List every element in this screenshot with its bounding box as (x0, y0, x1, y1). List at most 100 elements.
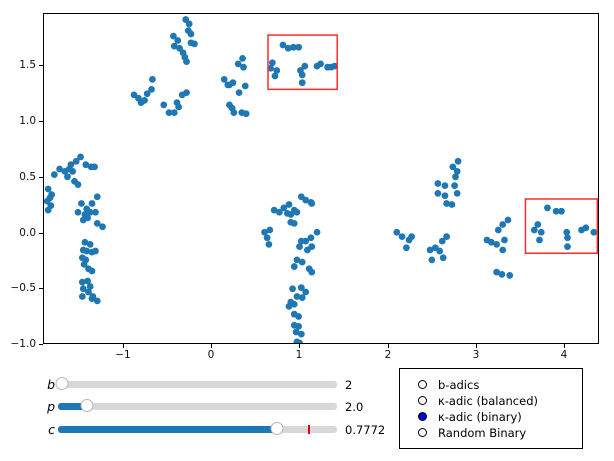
scatter-point (82, 161, 90, 169)
scatter-point (453, 167, 461, 175)
scatter-point (224, 81, 232, 89)
scatter-point (84, 214, 91, 222)
scatter-point (78, 293, 86, 300)
scatter-point (83, 247, 91, 255)
y-tick-label: −0.5 (10, 281, 37, 294)
scatter-point (295, 313, 303, 320)
y-tick-label: 0.5 (19, 170, 36, 183)
legend-item-label: Random Binary (438, 425, 527, 440)
scatter-point (289, 43, 297, 51)
y-tick-mark (39, 344, 43, 345)
scatter-point (298, 71, 306, 79)
scatter-point (261, 228, 268, 236)
slider-b-label: b (47, 377, 55, 392)
x-tick-mark (123, 344, 124, 348)
scatter-point (498, 270, 506, 278)
scatter-point (398, 233, 406, 241)
scatter-point (78, 200, 85, 207)
highlight-box (524, 198, 598, 254)
radio-unselected-icon[interactable] (418, 380, 427, 389)
y-tick-label: 0.0 (19, 226, 36, 239)
scatter-point (242, 110, 250, 118)
scatter-point (44, 206, 52, 214)
radio-button-legend: b-adics κ-adic (balanced) κ-adic (binary) R… (399, 368, 583, 449)
legend-item-1[interactable]: κ-adic (balanced) (418, 394, 582, 408)
legend-item-0[interactable]: b-adics (418, 377, 582, 392)
slider-c-fill (58, 426, 277, 433)
scatter-point (269, 59, 276, 67)
scatter-point (141, 96, 148, 104)
scatter-point (295, 323, 303, 330)
slider-b-track[interactable] (55, 377, 337, 390)
legend-item-3[interactable]: Random Binary (418, 425, 582, 440)
scatter-point (287, 211, 295, 218)
scatter-point (72, 157, 80, 165)
scatter-point (99, 223, 106, 231)
legend-item-2[interactable]: κ-adic (binary) (418, 410, 582, 424)
scatter-point (92, 208, 99, 216)
scatter-point (317, 60, 324, 68)
slider-p-label: p (47, 399, 55, 414)
scatter-point (44, 185, 52, 193)
scatter-point (220, 76, 228, 83)
x-tick-label: 2 (384, 349, 392, 361)
y-tick-mark (39, 233, 43, 234)
scatter-point (91, 163, 98, 171)
scatter-point (160, 101, 168, 109)
scatter-point (74, 208, 82, 216)
scatter-point (84, 277, 91, 285)
scatter-point (493, 241, 501, 248)
radio-unselected-icon[interactable] (418, 396, 427, 405)
slider-c-label: c (48, 422, 55, 437)
scatter-point (313, 228, 321, 236)
scatter-point (285, 201, 293, 208)
scatter-point (493, 268, 501, 276)
scatter-point (93, 219, 101, 227)
scatter-point (279, 41, 287, 49)
scatter-point (170, 109, 178, 116)
highlight-box (267, 34, 338, 91)
scatter-point (234, 60, 242, 68)
scatter-point (307, 234, 315, 242)
scatter-point (438, 237, 446, 245)
scatter-point (77, 153, 84, 161)
x-tick-mark (211, 344, 212, 348)
plot-area[interactable] (43, 13, 599, 344)
x-tick-label: 0 (207, 349, 215, 361)
scatter-point (448, 201, 456, 208)
slider-p-value: 2.0 (345, 400, 364, 414)
scatter-point (148, 85, 155, 93)
slider-p-handle[interactable] (80, 399, 94, 412)
y-tick-mark (39, 288, 43, 289)
scatter-point (187, 30, 195, 38)
scatter-point (293, 208, 301, 216)
scatter-point (273, 67, 281, 74)
slider-p-track[interactable] (58, 399, 337, 412)
scatter-point (408, 233, 416, 241)
scatter-point (434, 180, 442, 187)
scatter-point (564, 234, 571, 242)
scatter-point (88, 200, 96, 207)
scatter-point (564, 243, 571, 250)
legend-item-label: b-adics (438, 377, 480, 392)
scatter-point (290, 219, 298, 227)
scatter-point (499, 246, 507, 254)
scatter-point (544, 204, 551, 212)
scatter-point (297, 284, 305, 292)
scatter-point (93, 193, 101, 201)
scatter-point (226, 101, 233, 109)
y-tick-mark (39, 121, 43, 122)
slider-c-track[interactable] (58, 422, 337, 435)
scatter-point (292, 328, 300, 336)
slider-c-handle[interactable] (270, 422, 284, 435)
radio-selected-icon[interactable] (418, 412, 427, 421)
slider-b-handle[interactable] (55, 377, 69, 390)
slider-row-p: p 2.0 (0, 399, 614, 415)
scatter-point (266, 226, 274, 234)
x-tick-mark (564, 344, 565, 348)
radio-unselected-icon[interactable] (418, 428, 427, 437)
slider-c-initial-value-marker (308, 425, 310, 434)
scatter-point (302, 196, 310, 204)
scatter-point (86, 208, 94, 216)
scatter-point (487, 238, 495, 246)
